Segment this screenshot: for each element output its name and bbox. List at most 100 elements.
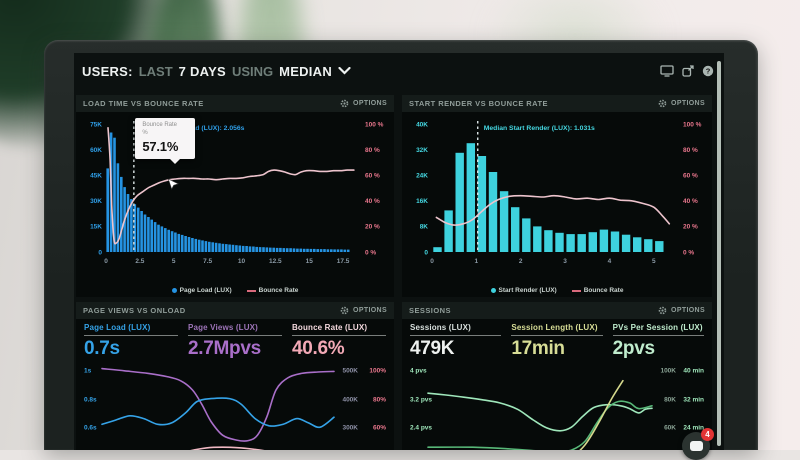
histogram-bar: [167, 229, 170, 252]
options-button[interactable]: OPTIONS: [340, 306, 387, 315]
histogram-bar: [221, 243, 225, 252]
right-axis-tick-2: 40 min: [683, 367, 704, 374]
histogram-bar: [330, 249, 333, 252]
x-axis-tick: 4: [608, 258, 612, 265]
histogram-bar: [292, 248, 296, 252]
y-axis-tick: 24K: [416, 173, 428, 180]
legend-label: Start Render (LUX): [498, 287, 557, 294]
time-range-selector[interactable]: USERS: LAST 7 DAYS USING MEDIAN: [82, 64, 351, 79]
scrollbar[interactable]: [717, 61, 721, 446]
chart-page-views-vs-onload: 1s 500K 100% 0.8s 400K 80% 0.6s 300K 60%: [76, 363, 394, 450]
histogram-bar: [208, 241, 211, 252]
notification-badge: 4: [701, 428, 714, 441]
pct-axis-tick: 80 %: [683, 147, 698, 154]
svg-text:?: ?: [706, 67, 711, 76]
chart-load-time-vs-bounce-rate: 75K 60K 45K 30K 15K 0 100 % 80 % 60 % 40 % 20 % 0 %…: [76, 112, 394, 297]
histogram-bar: [187, 237, 191, 252]
y-axis-tick: 8K: [420, 224, 429, 231]
share-icon[interactable]: [682, 65, 694, 77]
pct-axis-tick: 60 %: [683, 173, 698, 180]
pct-axis-tick: 0 %: [365, 249, 376, 256]
x-axis-tick: 2: [519, 258, 523, 265]
histogram-bar: [511, 207, 520, 252]
histogram-bar: [346, 249, 350, 252]
right-axis-tick-2: 24 min: [683, 424, 704, 431]
panel-header: START RENDER VS BOUNCE RATE OPTIONS: [402, 95, 712, 112]
histogram-bar: [610, 231, 620, 252]
pct-axis-tick: 100 %: [365, 121, 384, 128]
histogram-bar: [466, 143, 475, 252]
histogram-bar: [160, 226, 164, 252]
right-axis-tick-2: 60%: [373, 424, 386, 431]
legend-item: Page Load (LUX): [171, 287, 232, 294]
display-icon[interactable]: [660, 65, 674, 77]
chart-canvas: 4 pvs 100K 40 min 3.2 pvs 80K 32 min 2.4 pvs 60…: [410, 367, 704, 450]
histogram-bar: [282, 248, 286, 252]
histogram-bar: [269, 247, 272, 252]
histogram-bar: [588, 232, 597, 252]
histogram-bar: [316, 249, 319, 252]
histogram-bar: [306, 248, 309, 252]
metric-underline: [84, 335, 178, 336]
bounce-rate-line: [435, 194, 671, 226]
histogram-bar: [333, 249, 336, 252]
header-metric-label: USERS:: [82, 63, 133, 79]
histogram-bar: [194, 238, 198, 252]
pct-axis-tick: 20 %: [683, 224, 698, 231]
histogram-bar: [180, 234, 184, 252]
y-axis-tick: 32K: [416, 147, 428, 154]
histogram-bar: [164, 228, 167, 252]
gear-icon: [340, 306, 349, 315]
options-label: OPTIONS: [353, 100, 387, 107]
histogram-bar: [522, 218, 531, 252]
metrics-row: Page Load (LUX) 0.7s Page Views (LUX) 2.7Mp…: [76, 319, 394, 363]
histogram-bar: [255, 246, 258, 252]
options-label: OPTIONS: [671, 307, 705, 314]
histogram-bar: [204, 241, 208, 252]
metric-value: 479K: [410, 338, 455, 359]
histogram-bar: [302, 248, 306, 252]
metrics-row: Sessions (LUX) 479K Session Length (LUX) 17…: [402, 319, 712, 363]
histogram-bar: [170, 231, 174, 252]
y-axis-tick: 1s: [84, 367, 92, 374]
legend-item: Bounce Rate: [246, 287, 298, 294]
metric-label: Sessions (LUX): [410, 323, 471, 332]
pct-axis-tick: 20 %: [365, 224, 380, 231]
histogram-bar: [488, 172, 498, 252]
options-label: OPTIONS: [353, 307, 387, 314]
histogram-bar: [113, 137, 116, 252]
y-axis-tick: 3.2 pvs: [410, 396, 432, 403]
series-line: [101, 367, 335, 442]
help-icon[interactable]: ?: [702, 65, 714, 77]
options-button[interactable]: OPTIONS: [658, 306, 705, 315]
y-axis-tick: 0: [424, 249, 428, 256]
panel-title: PAGE VIEWS VS ONLOAD: [83, 306, 186, 315]
panel-title: LOAD TIME VS BOUNCE RATE: [83, 99, 204, 108]
chat-widget-button[interactable]: 4: [682, 428, 714, 460]
x-axis-tick: 3: [563, 258, 567, 265]
legend-label: Page Load (LUX): [179, 287, 232, 294]
histogram-bar: [555, 232, 564, 252]
histogram-bar: [655, 241, 664, 252]
y-axis-tick: 30K: [90, 198, 102, 205]
histogram-bar: [340, 249, 343, 252]
histogram-bar: [296, 248, 299, 252]
histogram-bar: [299, 248, 303, 252]
options-button[interactable]: OPTIONS: [340, 99, 387, 108]
legend-label: Bounce Rate: [583, 287, 624, 294]
histogram-bar: [477, 156, 487, 252]
histogram-bar: [319, 249, 323, 252]
histogram-bar: [599, 229, 609, 252]
series-line: [427, 392, 653, 432]
x-axis-tick: 7.5: [203, 258, 212, 265]
y-axis-tick: 45K: [90, 173, 102, 180]
panel-start-render-vs-bounce-rate: START RENDER VS BOUNCE RATE OPTIONS 40K 3…: [402, 95, 712, 297]
histogram-bar: [235, 245, 238, 252]
metric-label: Page Load (LUX): [84, 323, 151, 332]
metric-underline: [612, 335, 704, 336]
pct-axis-tick: 80 %: [365, 147, 380, 154]
options-button[interactable]: OPTIONS: [658, 99, 705, 108]
histogram-bar: [499, 191, 509, 252]
header-range-label: 7 DAYS: [178, 63, 226, 79]
